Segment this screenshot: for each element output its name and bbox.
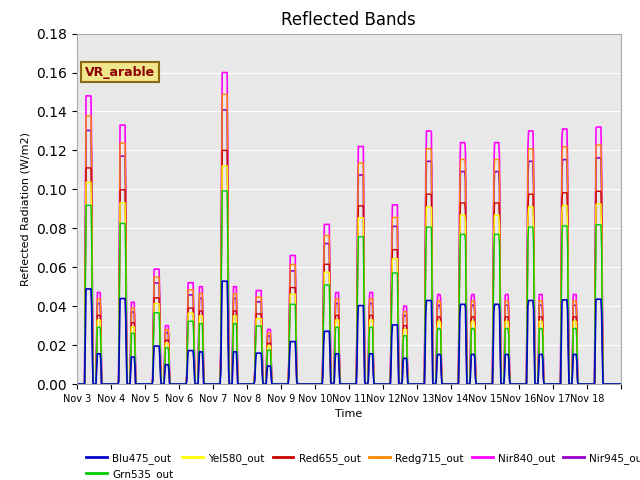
Text: VR_arable: VR_arable: [85, 66, 155, 79]
Title: Reflected Bands: Reflected Bands: [282, 11, 416, 29]
X-axis label: Time: Time: [335, 409, 362, 419]
Y-axis label: Reflected Radiation (W/m2): Reflected Radiation (W/m2): [20, 132, 31, 286]
Legend: Blu475_out, Grn535_out, Yel580_out, Red655_out, Redg715_out, Nir840_out, Nir945_: Blu475_out, Grn535_out, Yel580_out, Red6…: [82, 448, 640, 480]
